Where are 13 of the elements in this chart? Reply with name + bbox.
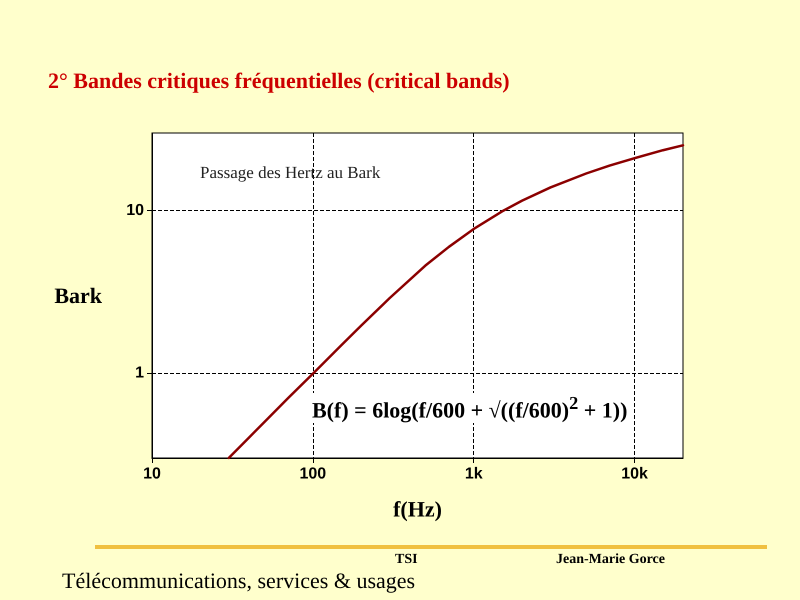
chart-title: 2° Bandes critiques fréquentielles (critical bands) — [48, 68, 510, 94]
y-axis-title: Bark — [54, 283, 103, 308]
text: TSI — [395, 552, 418, 568]
annotation: B(f) = 6log(f/600 + √((f/600)$^{2}$ + 1)) — [312, 393, 628, 424]
y-tick-label: 1 — [135, 364, 144, 382]
text: Jean-Marie Gorce — [556, 552, 665, 568]
annotation: Passage des Hertz au Bark — [200, 163, 380, 183]
text: Télécommunications, services & usages — [62, 568, 416, 594]
x-tick-label: 100 — [300, 466, 326, 482]
x-tick-label: 1k — [464, 466, 483, 482]
x-tick-label: 10 — [143, 466, 161, 482]
x-tick-label: 10k — [621, 466, 648, 482]
x-axis-title: f(Hz) — [393, 496, 442, 522]
